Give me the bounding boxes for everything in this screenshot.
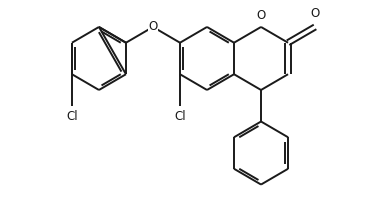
Text: O: O	[148, 20, 158, 34]
Text: O: O	[310, 7, 320, 20]
Text: Cl: Cl	[66, 110, 78, 123]
Text: Cl: Cl	[174, 110, 186, 123]
Text: O: O	[257, 9, 265, 23]
